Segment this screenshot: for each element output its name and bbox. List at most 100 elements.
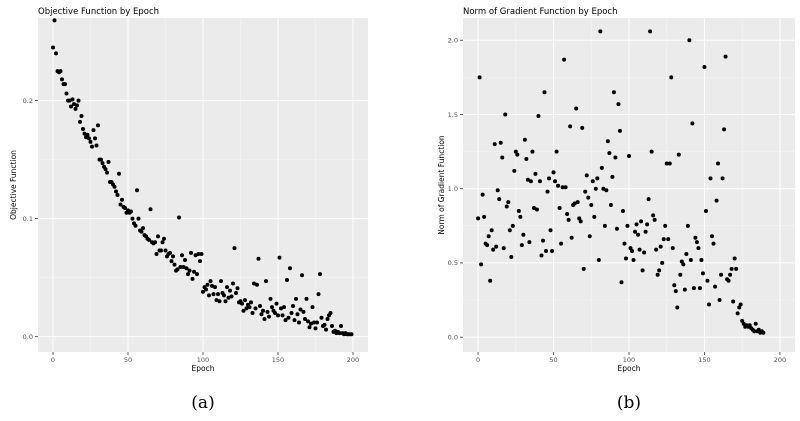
data-point (72, 102, 76, 107)
data-point (587, 234, 592, 239)
data-point (605, 139, 610, 144)
data-point (716, 161, 721, 166)
y-tick-label: 0.0 (448, 333, 458, 341)
data-point (223, 299, 228, 304)
data-point (309, 321, 313, 326)
data-point (584, 173, 589, 178)
data-point (241, 308, 246, 313)
data-point (297, 320, 301, 325)
data-point (675, 305, 680, 310)
data-point (628, 246, 633, 251)
data-point (177, 215, 181, 220)
data-point (178, 265, 183, 270)
x-tick-label: 100 (623, 356, 635, 364)
data-point (267, 314, 271, 319)
data-point (676, 152, 681, 157)
data-point (557, 206, 562, 211)
data-point (480, 192, 485, 197)
data-point (330, 324, 334, 329)
data-point (141, 226, 145, 231)
subfigure-caption: (a) (191, 393, 214, 413)
data-point (637, 247, 642, 252)
data-point (661, 237, 666, 242)
data-point (575, 200, 580, 205)
data-point (198, 259, 202, 264)
data-point (592, 214, 597, 219)
data-point (613, 155, 618, 160)
data-point (640, 268, 645, 273)
data-point (235, 286, 240, 291)
data-point (192, 269, 196, 274)
data-point (537, 179, 542, 184)
data-point (578, 219, 583, 224)
data-point (112, 184, 117, 189)
data-point (690, 121, 695, 126)
data-point (117, 171, 121, 176)
data-point (761, 330, 766, 335)
data-point (702, 64, 707, 69)
data-point (617, 128, 622, 133)
data-point (69, 104, 73, 109)
data-point (664, 161, 669, 166)
data-point (569, 235, 574, 240)
data-point (630, 249, 635, 254)
data-point (217, 299, 222, 304)
data-point (136, 216, 141, 221)
data-point (477, 75, 482, 80)
data-point (96, 123, 100, 128)
data-point (349, 332, 354, 337)
data-point (288, 266, 292, 271)
data-point (596, 257, 601, 262)
data-point (222, 293, 226, 298)
data-point (642, 250, 647, 255)
data-point (228, 288, 232, 293)
data-point (507, 228, 512, 233)
data-point (153, 240, 157, 245)
data-point (536, 113, 541, 118)
data-point (485, 243, 490, 248)
data-point (515, 152, 520, 157)
data-point (172, 262, 177, 267)
data-point (703, 208, 708, 213)
data-point (196, 252, 201, 257)
data-point (277, 255, 282, 260)
data-point (63, 82, 67, 87)
data-point (654, 247, 659, 252)
data-point (322, 322, 327, 327)
data-point (105, 170, 109, 175)
data-point (717, 298, 722, 303)
data-point (229, 294, 234, 299)
data-point (551, 170, 556, 175)
data-point (300, 273, 304, 278)
data-point (728, 272, 733, 277)
data-point (593, 186, 598, 191)
data-point (85, 132, 90, 137)
data-point (565, 211, 570, 216)
data-point (693, 235, 698, 240)
data-point (51, 45, 55, 50)
data-point (700, 271, 705, 276)
data-point (601, 186, 606, 191)
data-point (740, 318, 745, 323)
data-point (337, 331, 342, 336)
data-point (534, 207, 539, 212)
x-tick-label: 50 (124, 356, 132, 364)
data-point (139, 229, 144, 234)
data-point (550, 249, 555, 254)
data-point (283, 318, 288, 323)
data-point (303, 316, 307, 321)
data-point (738, 302, 743, 307)
data-point (510, 223, 515, 228)
data-point (256, 256, 261, 261)
data-point (262, 316, 267, 321)
data-point (667, 161, 672, 166)
data-point (207, 293, 211, 298)
data-point (649, 149, 654, 154)
data-point (169, 259, 174, 264)
data-point (694, 240, 699, 245)
data-point (622, 241, 627, 246)
data-point (512, 168, 517, 173)
data-point (554, 149, 559, 154)
data-point (518, 214, 523, 219)
data-point (697, 286, 702, 291)
